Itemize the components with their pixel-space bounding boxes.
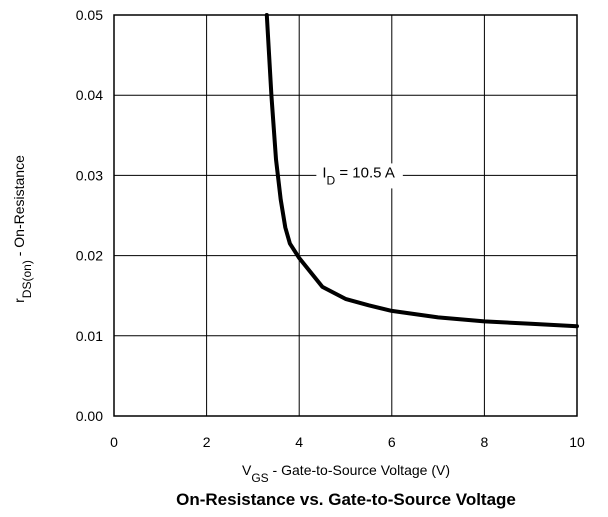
x-tick-label: 8 [481,434,489,450]
plot-frame [113,14,578,417]
x-tick-label: 4 [295,434,303,450]
series-line [264,13,579,329]
y-tick-label: 0.01 [76,328,103,344]
y-tick-label: 0.00 [76,408,103,424]
x-axis-label: VGS - Gate-to-Source Voltage (V) [242,462,450,485]
tick-labels: 0 2 4 6 8 10 0.00 0.01 0.02 0.03 0.04 0.05 [76,7,585,450]
annotation-background [316,163,403,189]
series-layer [264,13,579,329]
y-tick-label: 0.02 [76,248,103,264]
y-tick-label: 0.03 [76,167,103,183]
x-tick-label: 2 [203,434,211,450]
chart-title: On-Resistance vs. Gate-to-Source Voltage [176,490,516,509]
y-tick-label: 0.04 [76,87,103,103]
annotation-layer: ID = 10.5 A [316,163,403,189]
y-axis-label: rDS(on) - On-Resistance [11,155,34,303]
y-tick-label: 0.05 [76,7,103,23]
x-tick-label: 10 [569,434,585,450]
grid [113,14,578,417]
x-tick-label: 0 [110,434,118,450]
x-tick-label: 6 [388,434,396,450]
current-annotation: ID = 10.5 A [322,164,394,187]
